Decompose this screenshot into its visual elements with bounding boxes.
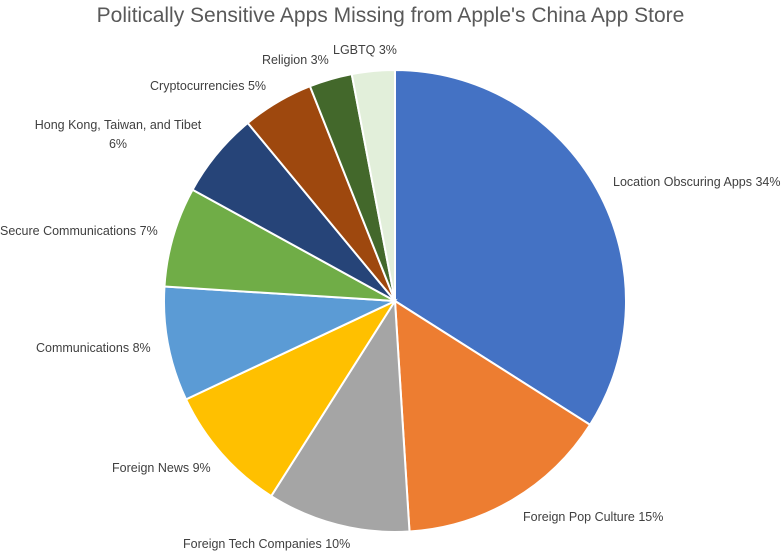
slice-label-foreign-tech-companies: Foreign Tech Companies 10% bbox=[183, 537, 350, 551]
pie-slice-foreign-pop-culture bbox=[393, 299, 592, 533]
slice-label-religion: Religion 3% bbox=[262, 53, 329, 67]
pie-slice-foreign-news bbox=[184, 298, 398, 498]
slice-label-lgbtq: LGBTQ 3% bbox=[333, 43, 397, 57]
slice-label-foreign-news: Foreign News 9% bbox=[112, 461, 211, 475]
chart-title: Politically Sensitive Apps Missing from … bbox=[96, 4, 685, 27]
slice-label-cryptocurrencies: Cryptocurrencies 5% bbox=[150, 79, 266, 93]
pie-slice-communications bbox=[163, 285, 396, 401]
slice-label-hong-kong-taiwan-and-tibet: Hong Kong, Taiwan, and Tibet 6% bbox=[35, 118, 202, 151]
pie-slice-location-obscuring-apps bbox=[394, 68, 627, 427]
pie-slice-secure-communications bbox=[163, 188, 396, 302]
pie-slice-foreign-tech-companies bbox=[269, 297, 411, 533]
pie-slice-lgbtq bbox=[350, 68, 396, 302]
slice-label-location-obscuring-apps: Location Obscuring Apps 34% bbox=[613, 175, 780, 189]
slice-label-secure-communications: Secure Communications 7% bbox=[0, 224, 158, 238]
slice-label-foreign-pop-culture: Foreign Pop Culture 15% bbox=[523, 510, 663, 524]
slice-label-communications: Communications 8% bbox=[36, 341, 151, 355]
